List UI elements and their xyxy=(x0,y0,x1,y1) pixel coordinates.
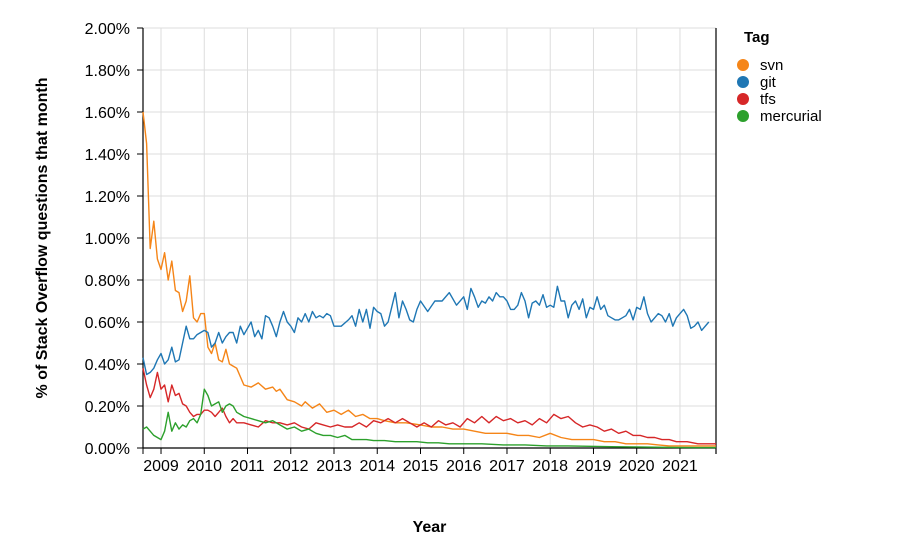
x-axis-title: Year xyxy=(413,519,447,536)
y-tick-label: 0.60% xyxy=(85,315,130,332)
x-tick-label: 2012 xyxy=(273,458,309,475)
y-tick-label: 1.00% xyxy=(85,231,130,248)
x-tick-label: 2021 xyxy=(662,458,698,475)
y-tick-label: 1.40% xyxy=(85,147,130,164)
grid xyxy=(143,27,716,449)
legend-label-svn: svn xyxy=(760,57,783,74)
axes: 2009 2010 2011 2012 2013 2014 2015 2016 2017 2018… xyxy=(85,21,717,475)
series-lines xyxy=(142,111,716,449)
y-tick-label: 0.00% xyxy=(85,441,130,458)
y-tick-label: 0.80% xyxy=(85,273,130,290)
x-tick-label: 2015 xyxy=(403,458,439,475)
y-tick-label: 0.40% xyxy=(85,357,130,374)
legend-title: Tag xyxy=(744,29,770,46)
legend-label-git: git xyxy=(760,74,777,91)
x-tick-label: 2017 xyxy=(489,458,525,475)
y-axis-title: % of Stack Overflow questions that month xyxy=(34,78,51,399)
y-tick-label: 2.00% xyxy=(85,21,130,38)
x-tick-label: 2009 xyxy=(143,458,179,475)
y-tick-label: 1.60% xyxy=(85,105,130,122)
legend-swatch-git xyxy=(737,76,749,88)
legend-swatch-tfs xyxy=(737,93,749,105)
x-tick-label: 2016 xyxy=(446,458,482,475)
y-tick-label: 1.80% xyxy=(85,63,130,80)
x-tick-label: 2011 xyxy=(230,458,265,475)
x-tick-label: 2020 xyxy=(619,458,655,475)
series-line-tfs xyxy=(142,368,716,445)
series-line-mercurial xyxy=(142,388,716,449)
y-tick-label: 0.20% xyxy=(85,399,130,416)
x-tick-label: 2013 xyxy=(316,458,352,475)
x-tick-label: 2018 xyxy=(532,458,568,475)
legend-swatch-mercurial xyxy=(737,110,749,122)
x-tick-label: 2014 xyxy=(359,458,395,475)
x-tick-label: 2019 xyxy=(576,458,612,475)
series-line-git xyxy=(142,285,710,376)
legend-label-tfs: tfs xyxy=(760,91,776,108)
series-line-svn xyxy=(142,111,716,447)
y-tick-label: 1.20% xyxy=(85,189,130,206)
legend-swatch-svn xyxy=(737,59,749,71)
legend-label-mercurial: mercurial xyxy=(760,108,822,125)
x-tick-label: 2010 xyxy=(186,458,222,475)
